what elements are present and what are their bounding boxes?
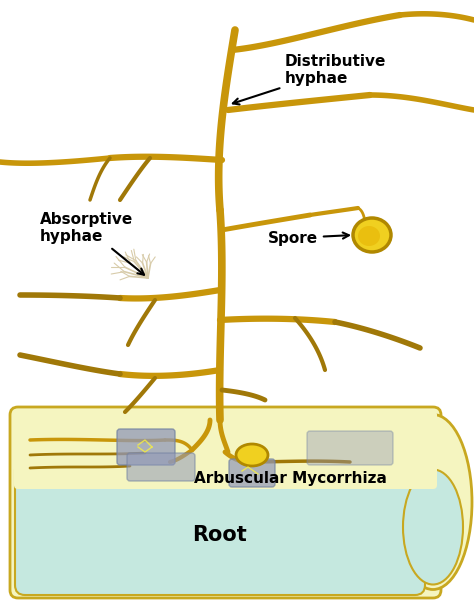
FancyBboxPatch shape	[10, 407, 441, 598]
Text: Arbuscular Mycorrhiza: Arbuscular Mycorrhiza	[193, 470, 386, 485]
Ellipse shape	[394, 415, 472, 590]
FancyBboxPatch shape	[14, 411, 437, 489]
Ellipse shape	[358, 226, 380, 246]
Ellipse shape	[353, 218, 391, 252]
Ellipse shape	[236, 444, 268, 466]
Ellipse shape	[403, 470, 463, 585]
FancyBboxPatch shape	[307, 431, 393, 465]
FancyBboxPatch shape	[15, 460, 425, 595]
Text: Absorptive
hyphae: Absorptive hyphae	[40, 212, 144, 275]
Text: Spore: Spore	[268, 230, 349, 245]
FancyBboxPatch shape	[229, 459, 275, 487]
FancyBboxPatch shape	[117, 429, 175, 465]
Text: Root: Root	[192, 525, 247, 545]
FancyBboxPatch shape	[127, 453, 195, 481]
Text: Distributive
hyphae: Distributive hyphae	[233, 54, 386, 104]
